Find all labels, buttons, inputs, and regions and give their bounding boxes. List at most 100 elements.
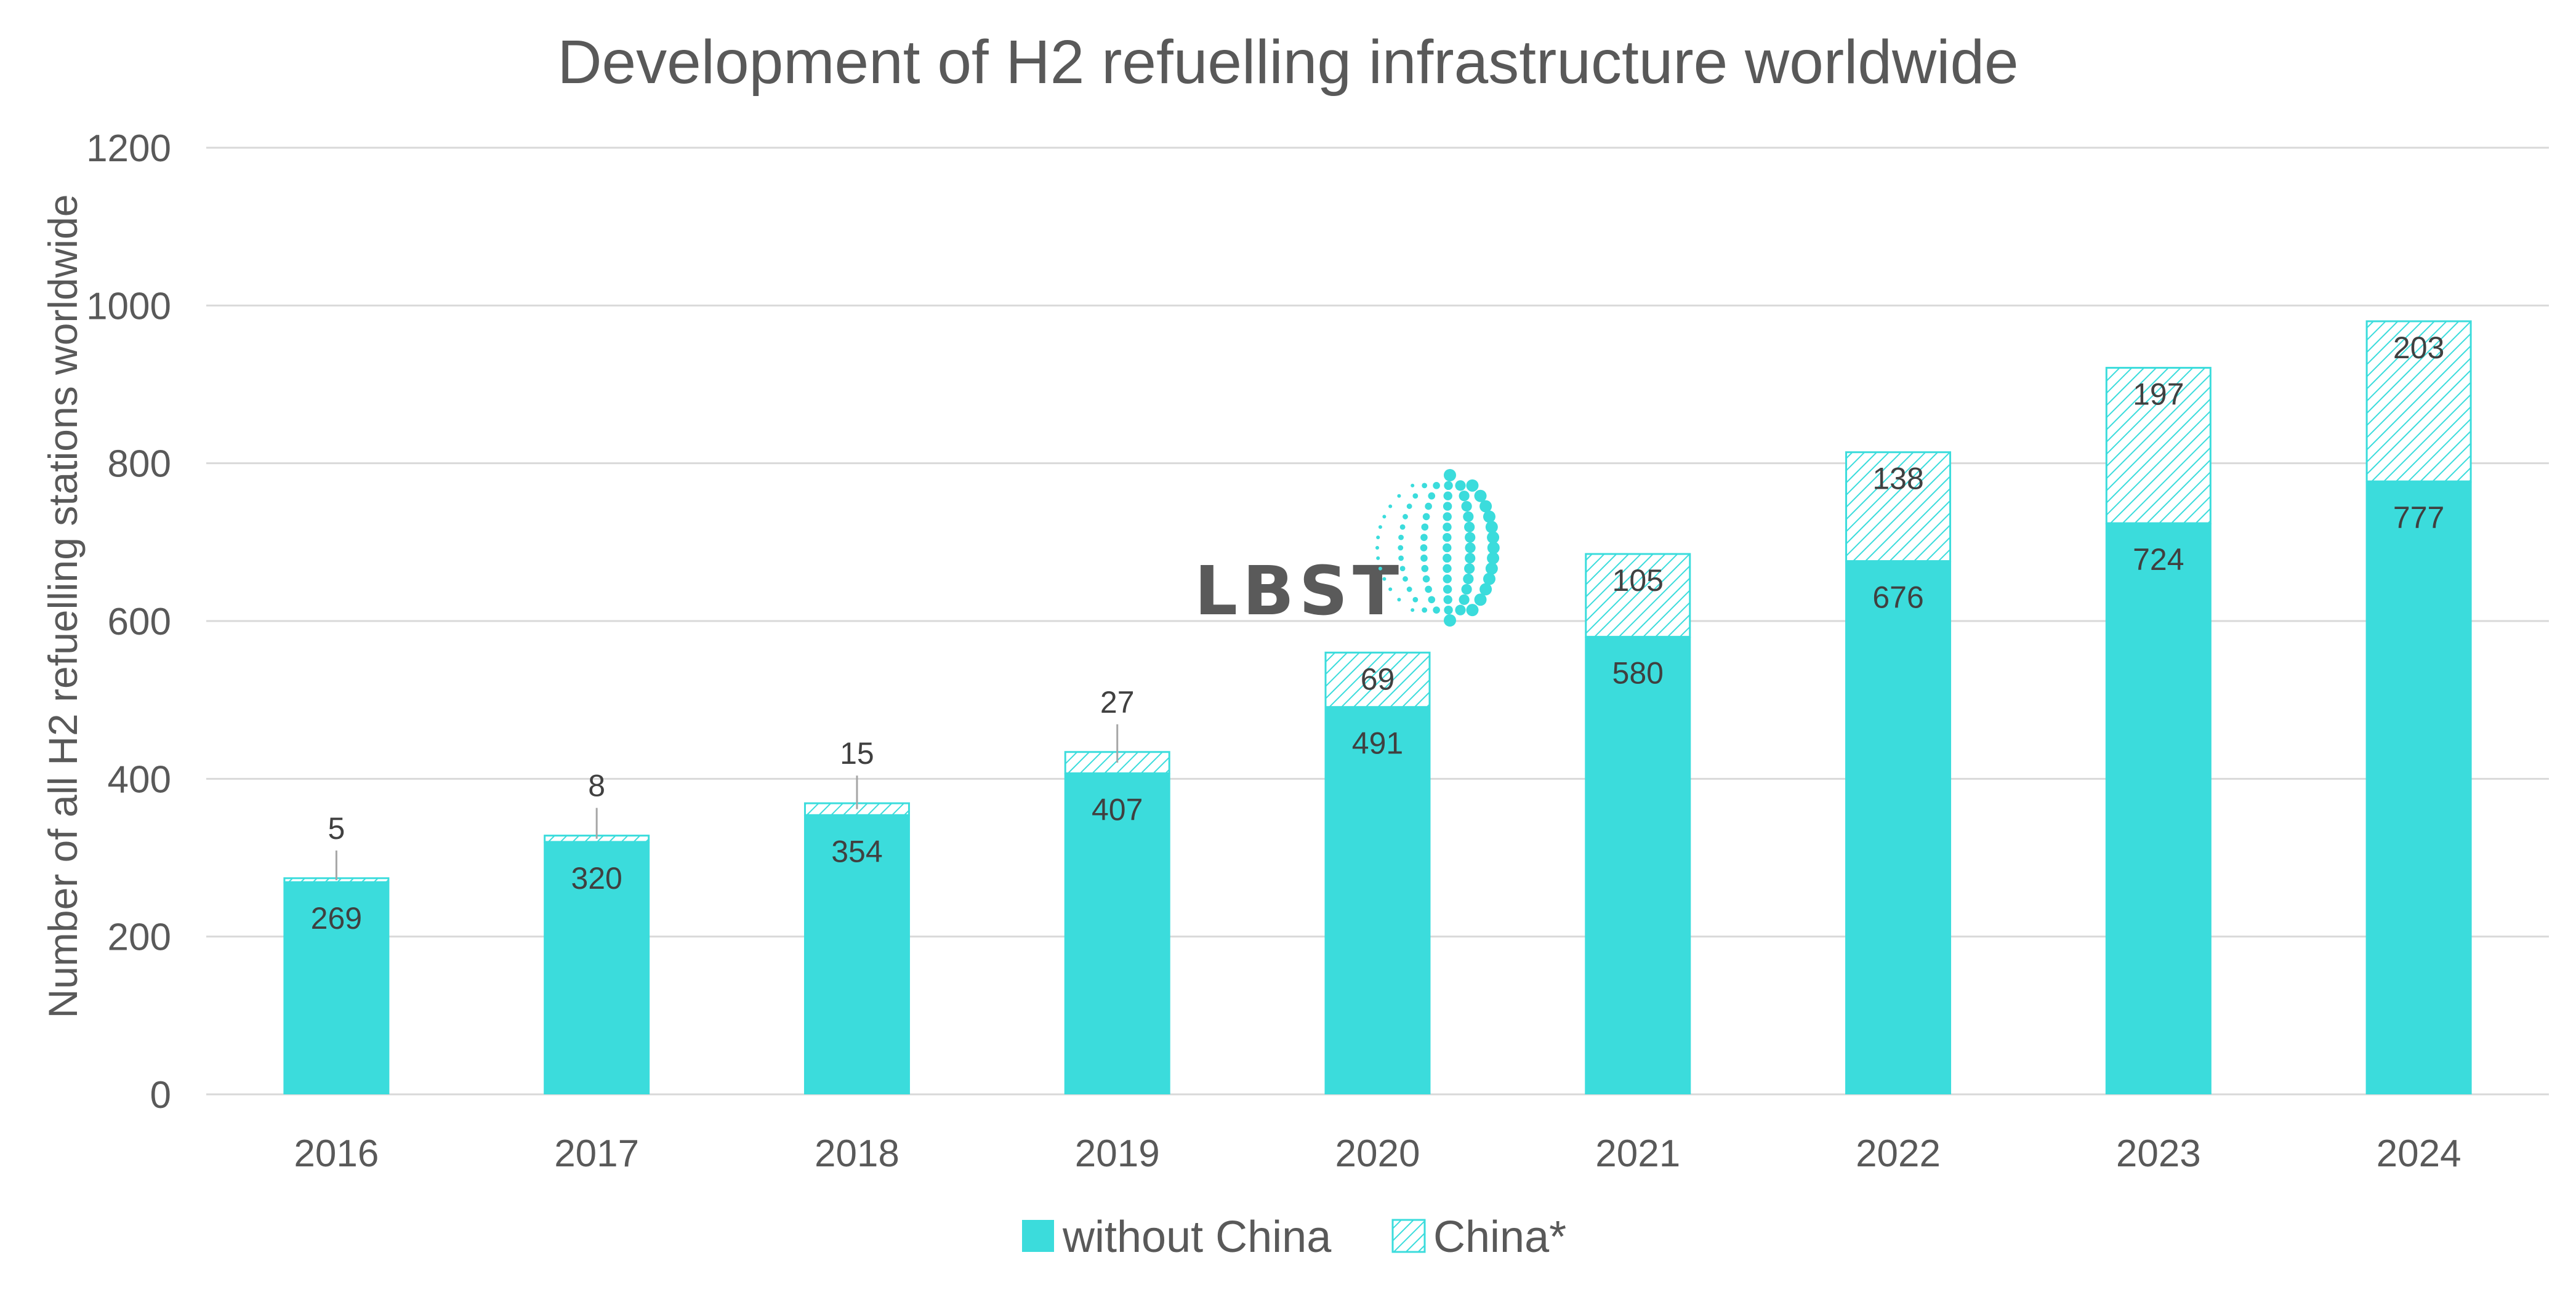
data-label-china: 69	[1361, 662, 1395, 696]
logo-dot	[1464, 563, 1475, 574]
data-label-china: 203	[2393, 331, 2444, 365]
data-label-without-china: 491	[1352, 726, 1403, 761]
logo-dot	[1388, 587, 1393, 591]
bar-without-china	[544, 841, 650, 1094]
logo-dot	[1487, 531, 1500, 544]
data-label-without-china: 777	[2393, 500, 2444, 535]
logo-dot	[1455, 604, 1466, 615]
legend-label-china: China*	[1433, 1213, 1566, 1262]
logo-dot	[1443, 532, 1452, 542]
logo-dot	[1376, 556, 1380, 560]
logo-dot	[1420, 555, 1428, 562]
data-label-without-china: 354	[831, 834, 882, 868]
logo-dot	[1406, 587, 1412, 592]
logo-dot	[1466, 604, 1479, 617]
logo-dot	[1421, 564, 1429, 572]
bar-without-china	[1324, 707, 1431, 1094]
bar-without-china	[1845, 561, 1952, 1094]
logo-dot	[1443, 543, 1452, 553]
logo-dot	[1378, 525, 1382, 529]
logo-dot	[1465, 532, 1476, 543]
y-tick-label: 1000	[86, 285, 171, 327]
data-label-without-china: 407	[1092, 792, 1143, 827]
x-tick-label: 2018	[815, 1133, 900, 1175]
logo-dot	[1375, 546, 1379, 550]
logo-dot	[1397, 494, 1401, 498]
logo-dot	[1443, 491, 1452, 500]
logo-dot	[1465, 542, 1476, 553]
logo-dot	[1403, 514, 1408, 519]
logo-dot	[1443, 512, 1452, 521]
logo-dot	[1487, 551, 1500, 564]
bar-without-china	[803, 815, 910, 1094]
logo-dot	[1403, 576, 1408, 582]
logo-dot	[1444, 605, 1453, 615]
logo-dot	[1483, 510, 1495, 523]
data-label-china: 138	[1872, 462, 1923, 496]
logo-dot	[1459, 594, 1470, 605]
logo-dot	[1464, 521, 1475, 532]
legend-label-without-china: without China	[1062, 1213, 1332, 1262]
logo-dot	[1466, 479, 1479, 492]
logo-dot	[1398, 555, 1404, 561]
data-label-china: 197	[2133, 377, 2184, 412]
logo-dot	[1422, 575, 1430, 583]
logo-dot	[1422, 483, 1428, 489]
x-tick-label: 2021	[1595, 1133, 1680, 1175]
bar-without-china	[283, 882, 390, 1094]
bar-without-china	[1585, 636, 1691, 1094]
logo-dot	[1382, 515, 1387, 519]
logo-dot	[1444, 614, 1456, 627]
logo-dot	[1411, 483, 1415, 487]
y-tick-label: 1200	[86, 127, 171, 170]
y-tick-label: 200	[108, 916, 171, 959]
logo-dot	[1425, 585, 1432, 593]
logo-dot	[1397, 598, 1401, 602]
logo-dot	[1444, 469, 1456, 481]
logo-dot	[1474, 593, 1487, 606]
globe-dots-icon	[1375, 469, 1500, 627]
logo-dot	[1455, 480, 1466, 491]
bar-china	[1585, 553, 1691, 638]
logo-dot	[1483, 572, 1495, 585]
y-tick-label: 800	[108, 443, 171, 486]
x-tick-label: 2023	[2116, 1133, 2201, 1175]
logo-dot	[1420, 544, 1428, 551]
x-tick-label: 2017	[554, 1133, 639, 1175]
logo-dot	[1465, 553, 1476, 564]
legend: without China China*	[1022, 1213, 1566, 1262]
lbst-logo: LBST	[1194, 469, 1500, 630]
x-axis-ticks: 2016 2017 2018 2019 2020 2021 2022 2023 2024	[294, 1133, 2461, 1175]
logo-dot	[1422, 607, 1428, 613]
logo-dot	[1378, 566, 1382, 571]
logo-dot	[1412, 596, 1419, 603]
logo-dot	[1421, 523, 1429, 531]
bar-china	[1324, 651, 1431, 708]
logo-dot	[1479, 583, 1492, 596]
logo-dot	[1463, 573, 1474, 585]
logo-dot	[1444, 481, 1453, 491]
y-axis-ticks: 0 200 400 600 800 1000 1200	[86, 127, 171, 1117]
logo-dot	[1443, 574, 1452, 583]
bar-without-china	[2105, 523, 2212, 1094]
logo-dot	[1412, 493, 1419, 499]
x-tick-label: 2022	[1856, 1133, 1941, 1175]
logo-dot	[1443, 595, 1452, 604]
y-tick-label: 600	[108, 601, 171, 643]
logo-dot	[1411, 608, 1415, 612]
logo-text: LBST	[1194, 551, 1404, 630]
logo-dot	[1459, 491, 1470, 502]
logo-dot	[1463, 511, 1474, 523]
logo-dot	[1485, 562, 1498, 575]
bar-china	[2105, 367, 2212, 524]
bar-without-china	[2365, 481, 2472, 1094]
logo-dot	[1382, 577, 1387, 581]
logo-dot	[1487, 542, 1500, 554]
logo-dot	[1399, 524, 1406, 530]
logo-dot	[1433, 482, 1440, 489]
logo-dot	[1425, 502, 1432, 510]
logo-dot	[1443, 585, 1452, 594]
chart-title: Development of H2 refuelling infrastruct…	[557, 28, 2018, 97]
data-label-china: 15	[840, 736, 874, 771]
legend-swatch-china	[1391, 1219, 1426, 1253]
